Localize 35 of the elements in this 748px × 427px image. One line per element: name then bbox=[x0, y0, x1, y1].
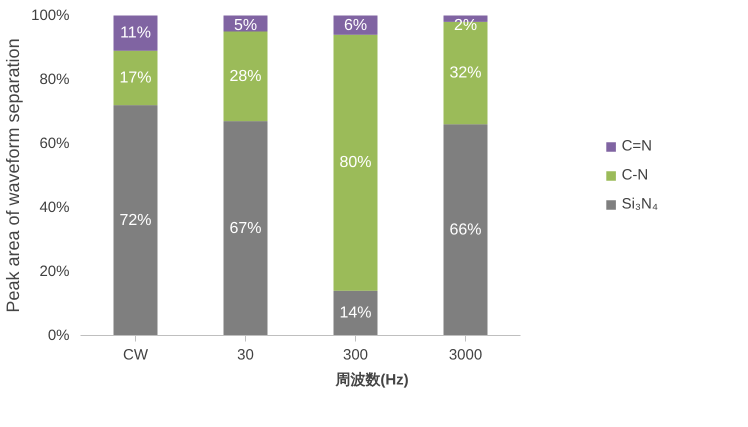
data-label: 72% bbox=[119, 212, 152, 229]
x-tick-label: 30 bbox=[237, 346, 254, 364]
x-tick-label: 300 bbox=[342, 346, 368, 364]
data-label: 11% bbox=[120, 24, 151, 42]
data-label: 5% bbox=[234, 17, 258, 34]
bar bbox=[114, 50, 158, 106]
y-axis-title: Peak area of waveform separation bbox=[3, 38, 24, 313]
bar bbox=[334, 34, 378, 291]
data-label: 32% bbox=[449, 64, 482, 82]
y-tick-label: 40% bbox=[39, 199, 70, 216]
data-label: 17% bbox=[119, 69, 152, 86]
data-label: 67% bbox=[229, 220, 262, 237]
y-tick-label: 20% bbox=[39, 263, 70, 280]
data-label: 6% bbox=[344, 17, 368, 34]
data-label: 2% bbox=[454, 17, 478, 34]
x-tick-label: CW bbox=[123, 346, 149, 364]
legend-label: Si₃N₄ bbox=[622, 196, 658, 212]
data-label: 14% bbox=[339, 304, 372, 322]
bar bbox=[444, 124, 488, 336]
bar bbox=[114, 105, 158, 336]
legend-label: C-N bbox=[622, 166, 648, 184]
x-tick-label: 3000 bbox=[448, 346, 482, 364]
data-label: 28% bbox=[229, 68, 262, 85]
data-label: 66% bbox=[449, 221, 482, 238]
y-tick-label: 80% bbox=[39, 71, 70, 88]
y-tick-label: 100% bbox=[31, 7, 70, 24]
x-axis-title: 周波数(Hz) bbox=[334, 372, 409, 388]
bar bbox=[224, 32, 268, 122]
data-label: 80% bbox=[339, 154, 372, 172]
bar bbox=[114, 16, 158, 51]
y-tick-label: 0% bbox=[48, 327, 70, 344]
y-tick-label: 60% bbox=[39, 135, 70, 152]
bar bbox=[224, 121, 268, 336]
bar bbox=[334, 290, 378, 336]
legend-label: C=N bbox=[622, 138, 652, 154]
